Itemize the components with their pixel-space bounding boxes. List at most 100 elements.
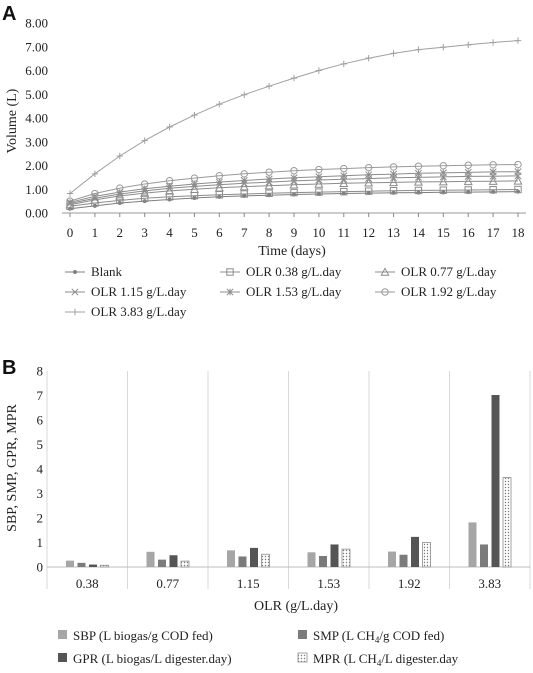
data-point-marker	[340, 187, 348, 196]
bar-gpr	[491, 395, 500, 567]
data-point-marker	[339, 178, 349, 188]
data-point-marker	[465, 41, 472, 49]
panel-a-legend-item: OLR 0.38 g/L.day	[220, 264, 342, 279]
data-point-marker	[514, 185, 522, 194]
panel-a-x-tick-labels: 0 1 2 3 4 5 6 7 8 9 10 11 12 13 14 15 16 17 18	[67, 225, 525, 240]
legend-label: SBP (L biogas/g COD fed)	[73, 628, 213, 643]
panel-a-x-tick-label: 12	[362, 225, 375, 240]
data-point-marker	[315, 67, 323, 74]
data-point-marker	[340, 60, 347, 68]
data-point-marker	[464, 168, 472, 176]
data-point-marker	[340, 164, 348, 173]
data-point-marker	[364, 187, 373, 195]
data-point-marker	[439, 169, 447, 177]
panel-a-x-tick-label: 9	[291, 225, 298, 240]
bar-mpr	[341, 548, 351, 568]
data-point-marker	[215, 172, 224, 180]
legend-label: OLR 3.83 g/L.day	[91, 304, 187, 319]
bar-sbp	[146, 551, 155, 567]
panel-b-x-tick-label: 1.53	[317, 576, 340, 591]
legend-label: Blank	[91, 264, 123, 279]
panel-b-y-tick-label: 0	[37, 560, 44, 575]
data-point-marker	[91, 170, 99, 178]
data-point-marker	[514, 160, 522, 169]
data-point-marker	[415, 46, 422, 53]
data-point-marker	[66, 197, 74, 205]
bar-gpr	[169, 555, 178, 567]
data-point-marker	[364, 163, 373, 172]
bar-smp	[319, 555, 327, 567]
data-point-marker	[414, 186, 423, 195]
panel-a-legend-item: OLR 1.15 g/L.day	[65, 284, 187, 299]
data-point-marker	[190, 174, 199, 182]
legend-label: OLR 1.15 g/L.day	[91, 284, 187, 299]
data-point-marker	[141, 137, 148, 144]
data-point-marker	[514, 37, 522, 44]
panel-a-y-tick-label: 7.00	[25, 39, 48, 54]
data-point-marker	[489, 168, 497, 176]
data-point-marker	[290, 74, 298, 82]
data-point-marker	[390, 50, 397, 57]
panel-a-y-axis-label: Volume (L)	[5, 88, 20, 153]
panel-b-x-tick-label: 0.77	[156, 576, 179, 591]
panel-b-letter: B	[2, 357, 16, 379]
data-point-marker	[289, 179, 299, 189]
bar-sbp	[227, 550, 235, 567]
data-point-marker	[390, 170, 398, 178]
legend-swatch	[297, 652, 308, 663]
panel-a-legend-item: Blank	[65, 264, 123, 279]
data-point-marker	[365, 171, 373, 179]
panel-b-legend-item: GPR (L biogas/L digester.day)	[58, 651, 232, 666]
data-point-marker	[240, 190, 248, 198]
panel-a-x-tick-label: 8	[266, 225, 273, 240]
data-point-marker	[117, 201, 122, 206]
panel-a-y-tick-label: 8.00	[25, 16, 48, 31]
panel-a-x-tick-label: 3	[141, 225, 148, 240]
data-point-marker	[265, 175, 273, 183]
bar-smp	[77, 562, 86, 567]
panel-a-x-tick-label: 13	[387, 225, 400, 240]
bar-sbp	[307, 552, 316, 567]
panel-a-x-tick-label: 2	[117, 225, 124, 240]
panel-a-x-tick-label: 7	[241, 225, 248, 240]
legend-marker-swatch	[71, 288, 79, 296]
data-point-marker	[240, 170, 248, 178]
panel-b-y-tick-label: 6	[37, 413, 44, 428]
data-point-marker	[140, 194, 149, 202]
data-point-marker	[290, 188, 298, 197]
panel-b-x-tick-label: 1.15	[237, 576, 260, 591]
panel-a-x-tick-label: 0	[67, 225, 74, 240]
panel-b-y-tick-label: 3	[37, 486, 44, 501]
panel-a-x-tick-label: 17	[487, 225, 501, 240]
panel-a-y-tick-label: 5.00	[25, 87, 48, 102]
data-point-marker	[489, 186, 497, 194]
data-point-marker	[513, 176, 523, 185]
panel-a-x-tick-label: 14	[412, 225, 426, 240]
panel-a-x-axis-label: Time (days)	[258, 244, 326, 259]
legend-label: OLR 1.92 g/L.day	[401, 284, 497, 299]
data-point-marker	[140, 180, 149, 188]
panel-b-bar-chart: 0 1 2 3 4 5 6 7 8 0.38 0.77 1.15 1.53 1.92 3.83 SBP, …	[5, 364, 531, 668]
bar-sbp	[468, 522, 477, 567]
data-point-marker	[265, 189, 273, 197]
panel-a-x-tick-label: 15	[437, 225, 450, 240]
panel-a-y-tick-label: 4.00	[25, 111, 48, 126]
data-point-marker	[315, 176, 323, 184]
data-point-marker	[290, 167, 298, 175]
data-point-marker	[439, 186, 448, 194]
data-point-marker	[192, 196, 197, 201]
data-point-marker	[389, 163, 398, 171]
data-point-marker	[239, 181, 249, 191]
legend-marker-swatch	[226, 288, 234, 296]
panel-b-legend-item: MPR (L CH4/L digester.day	[297, 651, 459, 668]
data-point-marker	[241, 91, 248, 98]
data-point-marker	[489, 161, 497, 169]
data-point-marker	[216, 101, 223, 108]
panel-b-x-tick-label: 3.83	[478, 576, 501, 591]
data-point-marker	[190, 180, 198, 188]
panel-b-legend-item: SBP (L biogas/g COD fed)	[58, 628, 213, 643]
panel-a-letter: A	[2, 3, 16, 25]
panel-b-y-tick-label: 5	[37, 437, 44, 452]
legend-label: OLR 0.38 g/L.day	[246, 264, 342, 279]
panel-b-x-tick-labels: 0.38 0.77 1.15 1.53 1.92 3.83	[76, 576, 501, 591]
